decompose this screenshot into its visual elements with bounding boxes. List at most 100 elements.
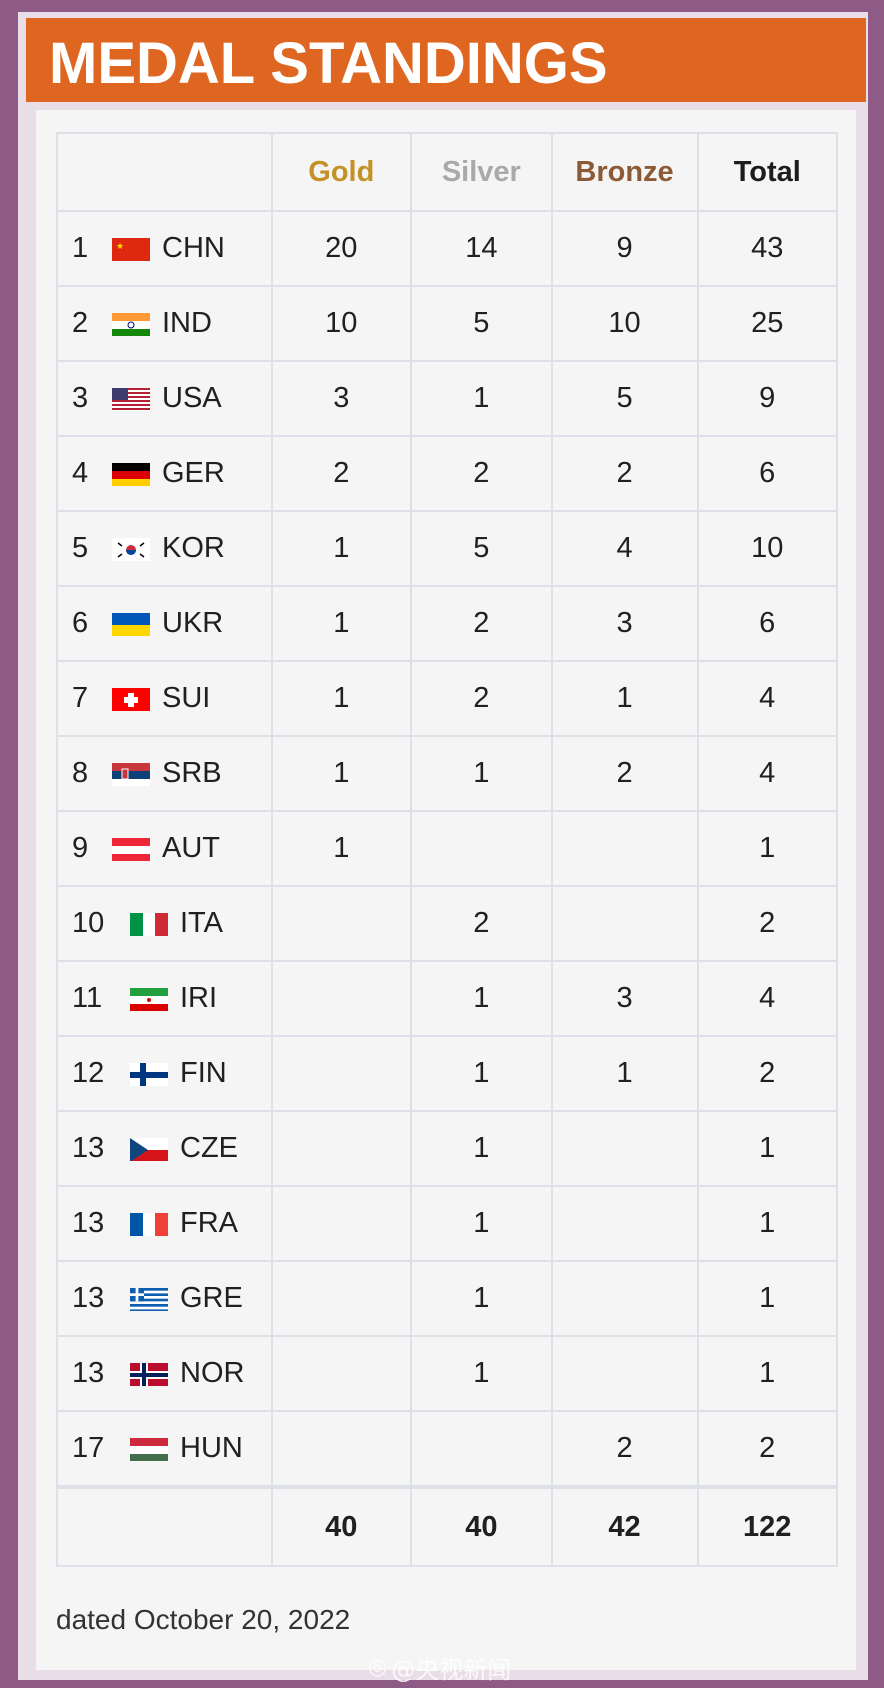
- total-count: 1: [696, 1110, 838, 1187]
- rank: 3: [72, 382, 89, 414]
- rank: 13: [72, 1132, 105, 1164]
- bronze-count: [550, 1335, 699, 1412]
- gold-count: [270, 1185, 413, 1262]
- country-code: USA: [162, 382, 222, 414]
- total-count: 6: [696, 585, 838, 662]
- bronze-count: [550, 885, 699, 962]
- gold-count: 1: [270, 510, 413, 587]
- table-row: 3 USA 3 1 5 9: [56, 360, 838, 437]
- totals-label-cell: [56, 1485, 273, 1567]
- nation-cell: 17 HUN: [56, 1410, 273, 1488]
- iran-flag-icon: [130, 987, 168, 1011]
- nation-cell: 5 KOR: [56, 510, 273, 587]
- gold-count: 1: [270, 585, 413, 662]
- country-code: ITA: [180, 907, 223, 939]
- nation-cell: 13 NOR: [56, 1335, 273, 1412]
- country-code: GRE: [180, 1282, 243, 1314]
- nation-cell: 9 AUT: [56, 810, 273, 887]
- total-count: 4: [696, 660, 838, 737]
- silver-count: 14: [410, 210, 553, 287]
- total-header: Total: [696, 132, 838, 212]
- rank: 12: [72, 1057, 105, 1089]
- table-row: 8 SRB 1 1 2 4: [56, 735, 838, 812]
- page-title: MEDAL STANDINGS: [49, 31, 608, 96]
- country-code: NOR: [180, 1357, 245, 1389]
- silver-count: 1: [410, 1335, 553, 1412]
- total-count: 10: [696, 510, 838, 587]
- silver-count: 1: [410, 1035, 553, 1112]
- gold-count: [270, 1335, 413, 1412]
- rank: 13: [72, 1282, 105, 1314]
- nation-cell: 10 ITA: [56, 885, 273, 962]
- table-row: 17 HUN 2 2: [56, 1410, 838, 1488]
- country-code: SRB: [162, 757, 222, 789]
- gold-count: 10: [270, 285, 413, 362]
- header-row: Gold Silver Bronze Total: [56, 132, 838, 212]
- gold-count: [270, 1035, 413, 1112]
- country-code: SUI: [162, 682, 211, 714]
- country-code: CZE: [180, 1132, 238, 1164]
- bronze-count: 10: [550, 285, 699, 362]
- table-row: 13 NOR 1 1: [56, 1335, 838, 1412]
- total-count: 4: [696, 735, 838, 812]
- bronze-count: 4: [550, 510, 699, 587]
- table-row: 4 GER 2 2 2 6: [56, 435, 838, 512]
- switzerland-flag-icon: [112, 687, 150, 711]
- serbia-flag-icon: [112, 762, 150, 786]
- nation-cell: 6 UKR: [56, 585, 273, 662]
- bronze-count: 1: [550, 1035, 699, 1112]
- gold-count: [270, 1110, 413, 1187]
- bronze-count: [550, 810, 699, 887]
- table-row: 6 UKR 1 2 3 6: [56, 585, 838, 662]
- medal-table: Gold Silver Bronze Total 1 ★ CHN 20 14 9 43 2 IN…: [56, 132, 838, 1567]
- table-row: 12 FIN 1 1 2: [56, 1035, 838, 1112]
- rank: 6: [72, 607, 89, 639]
- ukraine-flag-icon: [112, 612, 150, 636]
- rank: 11: [72, 982, 103, 1014]
- silver-total: 40: [410, 1485, 553, 1567]
- country-code: AUT: [162, 832, 220, 864]
- nation-cell: 4 GER: [56, 435, 273, 512]
- gold-count: 1: [270, 810, 413, 887]
- czech-flag-icon: [130, 1137, 168, 1161]
- rank: 7: [72, 682, 89, 714]
- silver-count: 1: [410, 1110, 553, 1187]
- finland-flag-icon: [130, 1062, 168, 1086]
- rank: 2: [72, 307, 89, 339]
- total-count: 9: [696, 360, 838, 437]
- total-count: 25: [696, 285, 838, 362]
- totals-row: 40 40 42 122: [56, 1485, 838, 1567]
- silver-count: 1: [410, 360, 553, 437]
- bronze-count: 5: [550, 360, 699, 437]
- silver-count: [410, 1410, 553, 1488]
- gold-count: 1: [270, 735, 413, 812]
- gold-count: [270, 1260, 413, 1337]
- germany-flag-icon: [112, 462, 150, 486]
- country-code: UKR: [162, 607, 224, 639]
- rank: 17: [72, 1432, 105, 1464]
- rank: 4: [72, 457, 89, 489]
- silver-count: 2: [410, 435, 553, 512]
- svg-text:★: ★: [116, 241, 124, 251]
- watermark: ◎ @央视新闻: [368, 1650, 511, 1685]
- table-row: 5 KOR 1 5 4 10: [56, 510, 838, 587]
- total-count: 1: [696, 810, 838, 887]
- bronze-count: 2: [550, 1410, 699, 1488]
- bronze-count: 3: [550, 960, 699, 1037]
- silver-count: 2: [410, 585, 553, 662]
- header-banner: MEDAL STANDINGS: [26, 18, 866, 102]
- nation-cell: 13 FRA: [56, 1185, 273, 1262]
- nation-cell: 7 SUI: [56, 660, 273, 737]
- rank: 13: [72, 1207, 105, 1239]
- silver-count: [410, 810, 553, 887]
- bronze-count: 2: [550, 735, 699, 812]
- nation-cell: 13 CZE: [56, 1110, 273, 1187]
- silver-count: 1: [410, 960, 553, 1037]
- country-code: IRI: [180, 982, 218, 1014]
- nation-header: [56, 132, 273, 212]
- nation-cell: 8 SRB: [56, 735, 273, 812]
- total-count: 2: [696, 1410, 838, 1488]
- weibo-icon: ◎: [368, 1655, 388, 1680]
- dated-note: dated October 20, 2022: [56, 1604, 351, 1635]
- total-count: 1: [696, 1335, 838, 1412]
